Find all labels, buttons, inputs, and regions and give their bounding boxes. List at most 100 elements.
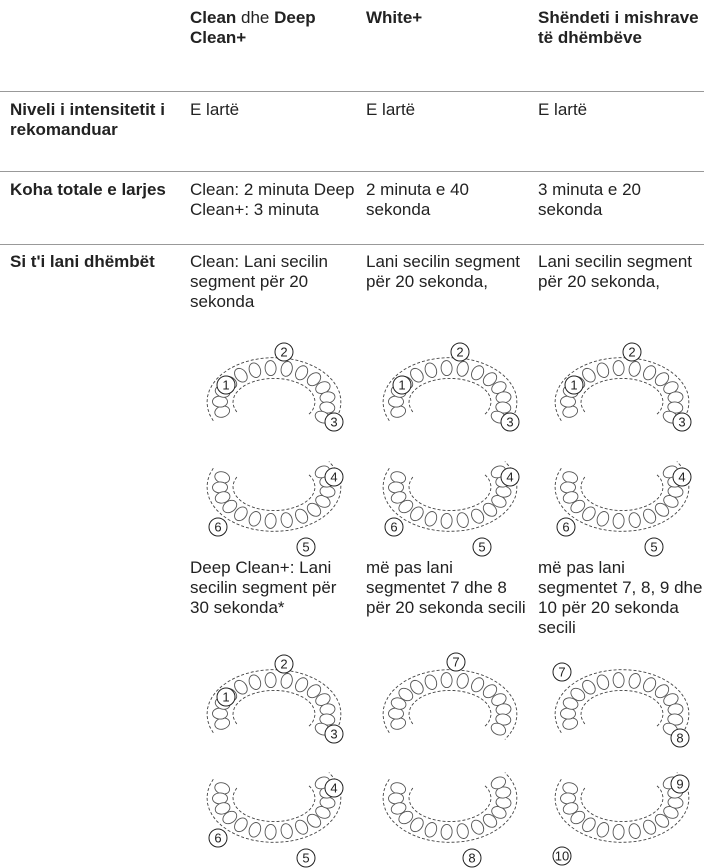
segment-number: 4 bbox=[678, 470, 685, 485]
tooth bbox=[264, 672, 277, 689]
tooth bbox=[410, 679, 424, 695]
cell-text: më pas lani segmentet 7, 8, 9 dhe 10 për… bbox=[538, 558, 703, 637]
segment-outline bbox=[580, 689, 664, 728]
segment-number: 1 bbox=[570, 378, 577, 393]
tooth bbox=[398, 810, 414, 825]
segment-badge bbox=[274, 342, 294, 362]
tooth bbox=[596, 822, 610, 838]
column-header: Clean dhe Deep Clean+ bbox=[190, 8, 358, 48]
tooth bbox=[471, 365, 485, 381]
tooth bbox=[654, 502, 670, 517]
cell-text: Lani secilin segment për 20 sekonda, bbox=[538, 252, 693, 291]
segment-badge bbox=[208, 517, 228, 537]
tooth bbox=[456, 823, 469, 839]
segment-number: 2 bbox=[456, 345, 463, 360]
tooth bbox=[471, 508, 485, 524]
tooth bbox=[612, 672, 625, 689]
segment-badge bbox=[446, 652, 466, 672]
lower-teeth-diagram: 4 5 6 bbox=[206, 772, 344, 868]
tooth bbox=[248, 362, 262, 378]
tooth bbox=[570, 687, 586, 702]
segment-outline bbox=[206, 772, 342, 843]
upper-teeth-diagram: 1 2 3 bbox=[206, 654, 344, 744]
upper-teeth-diagram: 1 2 3 bbox=[206, 342, 344, 432]
tooth bbox=[456, 673, 469, 689]
segment-badge bbox=[622, 342, 642, 362]
tooth bbox=[280, 512, 293, 528]
segment-outline bbox=[206, 461, 342, 532]
column-header: Shëndeti i mishrave të dhëmbëve bbox=[538, 8, 704, 48]
cell-text: më pas lani segmentet 7 dhe 8 për 20 sek… bbox=[366, 558, 526, 617]
tooth bbox=[280, 823, 293, 839]
segment-number: 5 bbox=[302, 851, 309, 866]
tooth bbox=[643, 819, 657, 835]
tooth bbox=[248, 511, 262, 527]
tooth bbox=[482, 684, 498, 699]
segment-number: 9 bbox=[676, 777, 683, 792]
tooth bbox=[596, 511, 610, 527]
segment-number: 2 bbox=[628, 345, 635, 360]
row-divider bbox=[0, 171, 704, 172]
segment-badge bbox=[670, 774, 690, 794]
tooth bbox=[654, 684, 670, 699]
segment-outline bbox=[232, 784, 316, 823]
header-text: Clean bbox=[190, 8, 237, 27]
tooth bbox=[582, 817, 596, 833]
segment-number: 3 bbox=[330, 727, 337, 742]
tooth bbox=[628, 512, 641, 528]
tooth bbox=[440, 672, 453, 689]
tooth bbox=[234, 506, 248, 522]
header-text: dhe bbox=[236, 8, 275, 27]
segment-badge bbox=[552, 846, 572, 866]
tooth bbox=[643, 508, 657, 524]
segment-outline bbox=[408, 473, 492, 512]
tooth bbox=[456, 512, 469, 528]
segment-badge bbox=[216, 687, 236, 707]
tooth bbox=[390, 491, 407, 504]
segment-number: 4 bbox=[506, 470, 513, 485]
tooth bbox=[234, 367, 248, 383]
tooth bbox=[482, 813, 498, 828]
tooth bbox=[628, 361, 641, 377]
segment-outline bbox=[554, 772, 690, 843]
segment-badge bbox=[462, 848, 482, 868]
tooth bbox=[482, 372, 498, 387]
segment-badge bbox=[324, 467, 344, 487]
segment-outline bbox=[382, 357, 518, 428]
tooth bbox=[643, 677, 657, 693]
segment-badge bbox=[296, 848, 316, 868]
tooth bbox=[424, 674, 438, 690]
tooth bbox=[306, 372, 322, 387]
segment-number: 4 bbox=[330, 781, 337, 796]
cell-text: Deep Clean+: Lani secilin segment për 30… bbox=[190, 558, 337, 617]
segment-badge bbox=[552, 662, 572, 682]
segment-badge bbox=[216, 375, 236, 395]
tooth bbox=[562, 802, 579, 815]
segment-number: 6 bbox=[562, 520, 569, 535]
segment-badge bbox=[672, 467, 692, 487]
tooth bbox=[562, 697, 579, 710]
tooth bbox=[582, 679, 596, 695]
cell-text: E lartë bbox=[190, 100, 240, 119]
segment-badge bbox=[672, 412, 692, 432]
segment-number: 2 bbox=[280, 345, 287, 360]
segment-outline bbox=[382, 772, 518, 843]
segment-number: 1 bbox=[222, 378, 229, 393]
segment-number: 5 bbox=[478, 540, 485, 555]
column-header: White+ bbox=[366, 8, 534, 28]
segment-outline bbox=[580, 377, 664, 416]
tooth bbox=[471, 819, 485, 835]
segment-number: 2 bbox=[280, 657, 287, 672]
tooth bbox=[248, 674, 262, 690]
tooth bbox=[306, 502, 322, 517]
cell-text: E lartë bbox=[538, 100, 588, 119]
segment-number: 1 bbox=[398, 378, 405, 393]
tooth bbox=[264, 360, 277, 377]
row-label: Si t'i lani dhëmbët bbox=[10, 252, 155, 271]
upper-teeth-diagram: 1 2 3 bbox=[554, 342, 692, 432]
segment-number: 6 bbox=[390, 520, 397, 535]
segment-number: 3 bbox=[678, 415, 685, 430]
segment-outline bbox=[206, 669, 342, 740]
cell-text: 3 minuta e 20 sekonda bbox=[538, 180, 642, 219]
tooth bbox=[582, 506, 596, 522]
